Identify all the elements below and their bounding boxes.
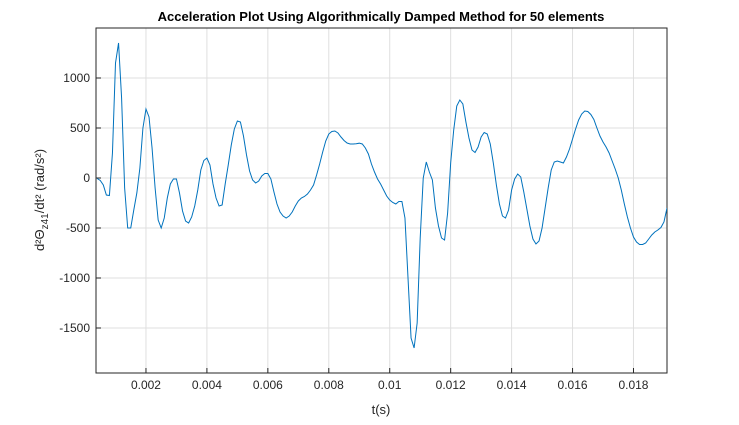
- y-tick-label: -500: [66, 221, 90, 235]
- x-tick-label: 0.002: [131, 378, 161, 392]
- y-tick-label: 500: [70, 121, 90, 135]
- x-tick-label: 0.006: [253, 378, 283, 392]
- x-tick-label: 0.014: [497, 378, 527, 392]
- y-tick-label: -1000: [59, 271, 90, 285]
- y-label-subscript: z41: [40, 213, 51, 230]
- y-label-part: d²Θ: [32, 229, 47, 251]
- x-tick-label: 0.018: [618, 378, 648, 392]
- y-tick-label: 1000: [63, 71, 90, 85]
- x-axis-label: t(s): [372, 402, 391, 417]
- chart-title: Acceleration Plot Using Algorithmically …: [158, 9, 605, 24]
- x-tick-label: 0.01: [378, 378, 402, 392]
- x-tick-label: 0.008: [314, 378, 344, 392]
- y-label-part: /dt² (rad/s²): [32, 149, 47, 213]
- x-tick-label: 0.012: [436, 378, 466, 392]
- y-tick-label: -1500: [59, 321, 90, 335]
- x-tick-label: 0.004: [192, 378, 222, 392]
- data-line: [96, 42, 667, 349]
- axes-box: [95, 27, 668, 374]
- x-tick-label: 0.016: [558, 378, 588, 392]
- y-axis-label: d²Θz41/dt² (rad/s²): [32, 149, 51, 251]
- y-tick-label: 0: [83, 171, 90, 185]
